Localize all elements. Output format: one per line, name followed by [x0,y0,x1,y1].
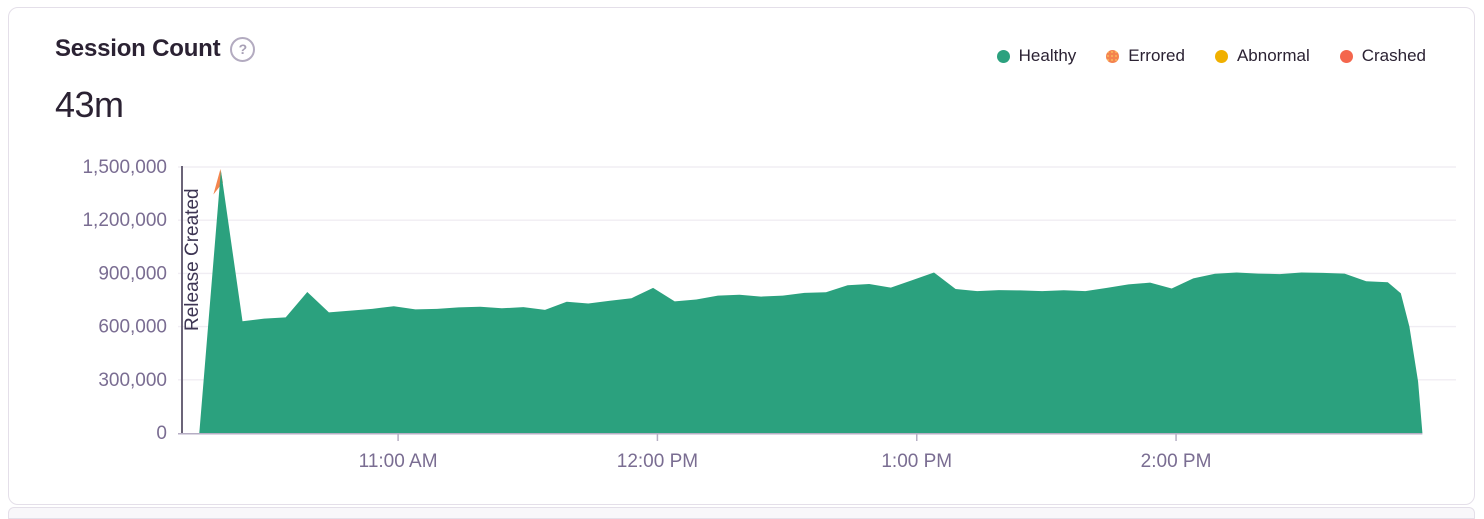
card-footer-edge [8,507,1475,519]
legend-label: Healthy [1018,46,1077,65]
y-axis: 0 300,000 600,000 900,000 1,200,000 1,500,000 [82,157,167,444]
crashed-legend-dot-icon [1339,49,1353,63]
release-created-label: Release Created [182,188,203,331]
y-axis-tick-label: 600,000 [98,317,167,338]
x-axis: 11:00 AM 12:00 PM 1:00 PM 2:00 PM [178,433,1423,472]
legend-item-errored[interactable]: Errored [1106,46,1185,66]
x-axis-tick-label: 12:00 PM [617,451,698,472]
legend-item-crashed[interactable]: Crashed [1339,46,1426,66]
legend-item-abnormal[interactable]: Abnormal [1214,46,1310,66]
y-axis-tick-label: 1,500,000 [82,157,167,178]
healthy-area-series[interactable] [199,170,1423,434]
errored-legend-dot-icon [1106,49,1120,63]
release-created-marker[interactable]: Release Created [181,166,203,433]
legend-label: Errored [1128,46,1185,65]
legend-label: Abnormal [1236,46,1310,65]
y-axis-tick-label: 1,200,000 [82,210,167,231]
x-axis-tick-label: 11:00 AM [359,451,438,472]
session-total-value: 43m [55,84,124,125]
y-axis-tick-label: 900,000 [98,263,167,284]
chart-header: Session Count ? [55,35,256,62]
healthy-legend-dot-icon [996,49,1010,63]
y-axis-tick-label: 300,000 [98,370,167,391]
y-axis-tick-label: 0 [156,423,167,444]
legend-label: Crashed [1361,46,1426,65]
x-axis-tick-label: 2:00 PM [1141,451,1212,472]
help-icon[interactable]: ? [230,36,256,62]
chart-title: Session Count [55,35,221,62]
legend: Healthy Errored Abnormal Crashed [996,46,1426,66]
abnormal-legend-dot-icon [1214,49,1228,63]
legend-item-healthy[interactable]: Healthy [996,46,1077,66]
x-axis-tick-label: 1:00 PM [881,451,952,472]
